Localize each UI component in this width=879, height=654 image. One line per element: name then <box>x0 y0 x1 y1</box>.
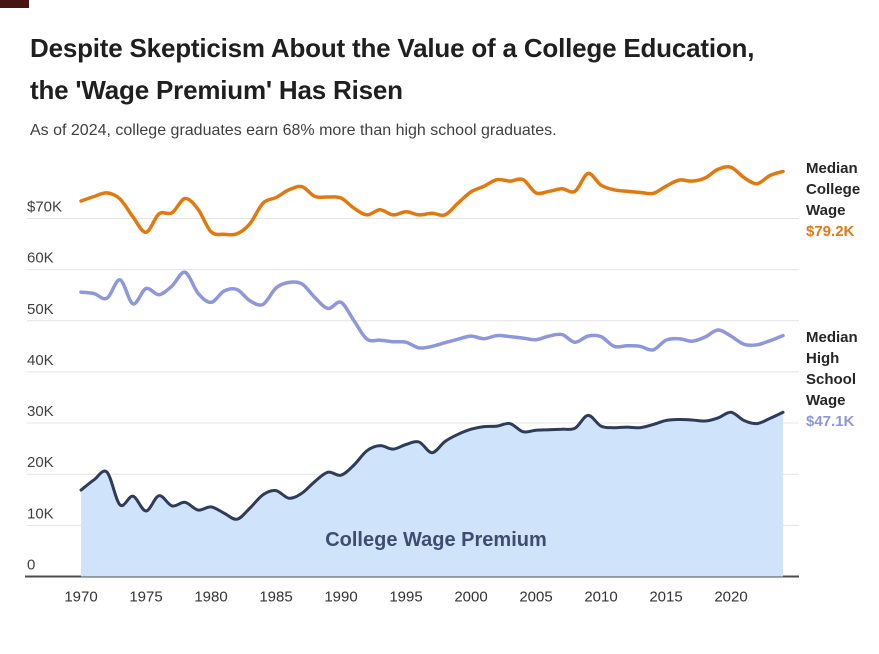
x-tick-label: 2015 <box>649 589 682 606</box>
logo-mark <box>0 0 29 8</box>
x-tick-label: 1985 <box>259 589 292 606</box>
legend-median-high-school-wage: Median High School Wage $47.1K <box>806 327 878 432</box>
legend-college-value: $79.2K <box>806 223 855 240</box>
x-tick-label: 2010 <box>584 589 617 606</box>
y-tick-label: 50K <box>27 301 54 318</box>
x-tick-label: 2000 <box>454 589 487 606</box>
y-tick-label: 60K <box>27 250 54 267</box>
x-tick-label: 1970 <box>64 589 97 606</box>
chart-title-line2: the 'Wage Premium' Has Risen <box>30 75 403 105</box>
y-tick-label: 0 <box>27 557 35 574</box>
y-tick-label: $70K <box>27 198 62 215</box>
legend-hs-value: $47.1K <box>806 413 855 430</box>
premium-line <box>79 410 785 521</box>
premium-area-fill <box>81 412 783 577</box>
y-tick-label: 30K <box>27 403 54 420</box>
legend-college-name: Median College Wage <box>806 160 861 219</box>
high-school-wage-line <box>79 270 785 352</box>
chart-title-line1: Despite Skepticism About the Value of a … <box>30 33 755 63</box>
y-tick-label: 20K <box>27 454 54 471</box>
x-tick-label: 1980 <box>194 589 227 606</box>
chart-title: Despite Skepticism About the Value of a … <box>30 27 860 111</box>
college-wage-line <box>79 165 785 237</box>
x-tick-label: 2020 <box>714 589 747 606</box>
wage-premium-line-chart: $70K 60K 50K 40K 30K 20K 10K 0 1970 1975 1980 1985 1… <box>25 165 799 606</box>
chart-subtitle: As of 2024, college graduates earn 68% m… <box>30 122 557 139</box>
x-tick-label: 1995 <box>389 589 422 606</box>
x-tick-label: 1975 <box>129 589 162 606</box>
premium-area-label: College Wage Premium <box>325 529 547 551</box>
x-tick-label: 1990 <box>324 589 357 606</box>
legend-hs-name: Median High School Wage <box>806 329 858 409</box>
legend-median-college-wage: Median College Wage $79.2K <box>806 158 878 242</box>
y-tick-label: 40K <box>27 352 54 369</box>
x-tick-label: 2005 <box>519 589 552 606</box>
y-tick-label: 10K <box>27 505 54 522</box>
